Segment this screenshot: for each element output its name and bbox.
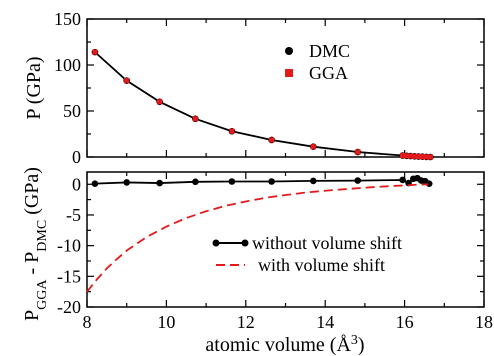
ylabel-sub-gga: GGA [35, 279, 50, 310]
with-shift-line [86, 183, 429, 293]
gga-point [229, 128, 235, 134]
y-tick-label: 0 [72, 174, 81, 194]
gga-point [415, 153, 422, 160]
gga-point [419, 154, 426, 160]
gga-point [157, 99, 163, 105]
y-tick-label: -10 [57, 236, 81, 256]
legend-with-label: with volume shift [258, 255, 385, 275]
gga-point [92, 49, 98, 55]
without-shift-point [91, 180, 99, 187]
without-shift-point [425, 180, 433, 187]
ylabel-minus-p: - P [21, 252, 43, 280]
without-shift-point [123, 179, 130, 186]
gga-point [427, 154, 434, 160]
without-shift-point [309, 177, 317, 185]
y-tick-label: 150 [54, 9, 81, 29]
gga-point [355, 149, 361, 155]
ylabel-p: P [21, 310, 43, 321]
x-tick-label: 16 [396, 312, 414, 332]
gga-point [124, 78, 130, 84]
legend-dmc-marker [285, 47, 293, 55]
plot-frame [86, 18, 485, 158]
gga-point [423, 154, 430, 160]
gga-point [192, 116, 198, 122]
x-tick-label: 14 [316, 312, 334, 332]
dmc-fit-line [94, 51, 431, 158]
y-tick-label: -5 [66, 205, 81, 225]
y-tick-label: 0 [72, 147, 81, 167]
without-shift-point [268, 178, 275, 185]
ylabel-sub-dmc: DMC [35, 220, 50, 252]
y-tick-label: 50 [63, 101, 81, 121]
without-shift-point [354, 177, 362, 184]
xlabel-main: atomic volume (Å [205, 334, 351, 356]
x-tick-label: 8 [83, 312, 92, 332]
legend-dmc-label: DMC [309, 41, 350, 61]
gga-point [269, 137, 275, 143]
x-axis-label: atomic volume (Å3) [205, 333, 364, 356]
without-shift-line [94, 177, 430, 185]
without-shift-point [228, 178, 236, 185]
xlabel-sup: 3 [351, 333, 358, 348]
legend-gga-marker [285, 69, 293, 77]
xlabel-end: ) [358, 334, 365, 356]
gga-point [400, 152, 406, 159]
gga-point [403, 153, 410, 159]
legend-without-marker [241, 239, 249, 247]
legend-gga-label: GGA [309, 63, 348, 83]
y-tick-label: -15 [57, 266, 81, 286]
bottom-panel: 8 10 12 14 16 18 -20 -15 -10 -5 0 without volume sh… [21, 167, 493, 356]
y-axis-label-bottom: PGGA - PDMC (GPa) [21, 167, 50, 321]
x-tick-label: 12 [237, 312, 255, 332]
ylabel-unit: (GPa) [21, 167, 43, 220]
without-shift-point [192, 178, 199, 186]
without-shift-point [399, 176, 406, 184]
y-axis-label-top: P (GPa) [23, 56, 45, 119]
y-tick-label: 100 [54, 55, 81, 75]
gga-point [310, 144, 316, 150]
without-shift-point [156, 179, 163, 187]
gga-point [411, 153, 418, 159]
gga-point [407, 153, 414, 159]
legend-without-label: without volume shift [252, 233, 402, 253]
x-tick-label: 10 [157, 312, 175, 332]
y-tick-label: -20 [57, 297, 81, 317]
legend-without-marker [212, 239, 220, 247]
x-tick-label: 18 [475, 312, 493, 332]
